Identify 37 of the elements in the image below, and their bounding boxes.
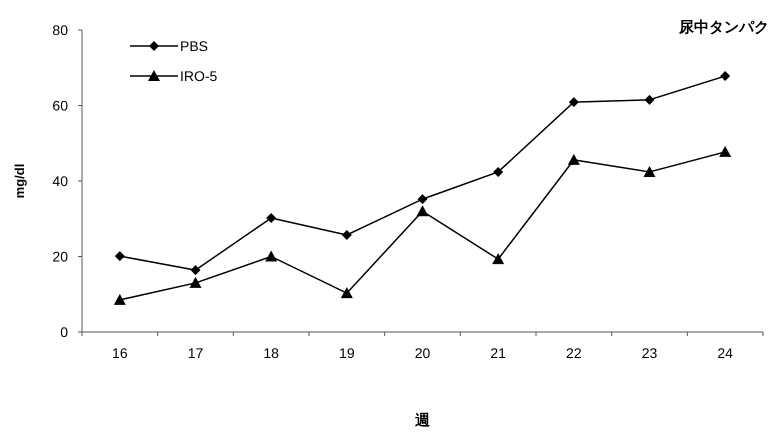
x-tick-label: 21 (490, 345, 506, 361)
point (114, 294, 126, 305)
chart-title: 尿中タンパク (678, 19, 769, 36)
point (342, 230, 352, 240)
point (644, 166, 656, 177)
point (114, 251, 125, 262)
x-tick-label: 19 (339, 345, 355, 361)
point (190, 265, 200, 276)
point (190, 276, 202, 288)
x-tick-label: 24 (717, 345, 734, 361)
x-axis-title: 週 (414, 412, 431, 429)
point (416, 205, 428, 216)
point (644, 94, 654, 105)
x-tick-label: 22 (566, 345, 582, 361)
point (568, 154, 580, 165)
point (720, 71, 730, 82)
point (265, 250, 278, 262)
legend-label: PBS (180, 38, 208, 54)
point (719, 146, 732, 157)
y-tick-label: 80 (52, 22, 68, 38)
x-tick-label: 20 (414, 345, 430, 361)
x-tick-label: 23 (642, 345, 658, 361)
y-tick-label: 20 (52, 248, 68, 264)
x-tick-label: 18 (263, 345, 280, 361)
point (418, 194, 428, 204)
x-tick-label: 17 (188, 345, 204, 361)
y-tick-label: 60 (52, 98, 68, 114)
x-tick-label: 16 (112, 345, 128, 361)
y-axis-title: mg/dl (12, 164, 27, 198)
point (568, 97, 579, 108)
point (492, 253, 504, 264)
point (266, 212, 276, 223)
y-tick-label: 0 (60, 324, 68, 340)
point (493, 166, 504, 177)
y-tick-label: 40 (52, 173, 68, 189)
legend-label: IRO-5 (180, 68, 218, 84)
point (340, 287, 353, 298)
